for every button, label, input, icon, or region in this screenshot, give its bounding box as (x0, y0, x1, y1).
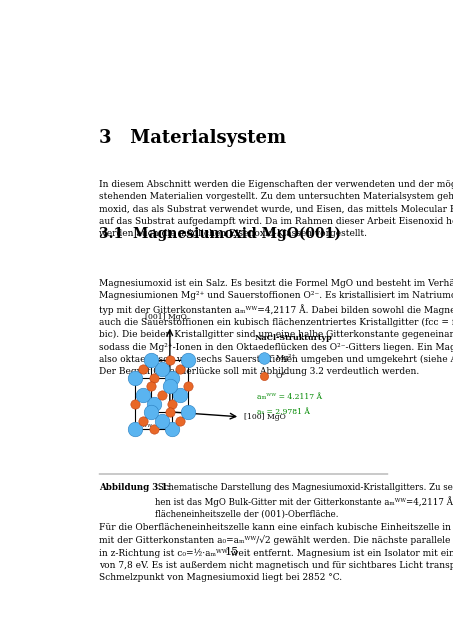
Point (158, 390, 165, 400)
Point (185, 381, 192, 391)
Point (169, 399, 176, 409)
Text: O²⁻: O²⁻ (275, 372, 289, 380)
Point (185, 407, 192, 417)
Point (177, 390, 184, 400)
Point (150, 424, 158, 435)
Point (169, 372, 176, 383)
Text: aₛ = 2.9781 Å: aₛ = 2.9781 Å (257, 408, 309, 416)
Text: aₘᵂᵂ: aₘᵂᵂ (134, 424, 153, 432)
Point (148, 355, 155, 365)
Text: Mg²⁺: Mg²⁺ (275, 354, 296, 362)
Point (148, 407, 155, 417)
Text: Für die Oberflächeneinheitszelle kann eine einfach kubische Einheitszelle in der: Für die Oberflächeneinheitszelle kann ei… (99, 523, 453, 582)
Text: Abbildung 3.1:: Abbildung 3.1: (99, 483, 171, 492)
Point (148, 381, 155, 391)
Point (140, 364, 147, 374)
Text: [100] MgO: [100] MgO (244, 413, 285, 421)
Point (132, 372, 139, 383)
Text: Schematische Darstellung des Magnesiumoxid-Kristallgitters. Zu se-
hen ist das M: Schematische Darstellung des Magnesiumox… (155, 483, 453, 518)
Text: [001] MgO: [001] MgO (145, 313, 187, 321)
Text: In diesem Abschnitt werden die Eigenschaften der verwendeten und der möglicherwe: In diesem Abschnitt werden die Eigenscha… (99, 180, 453, 238)
Point (132, 424, 139, 435)
Point (150, 372, 158, 383)
Point (140, 390, 147, 400)
Point (158, 364, 165, 374)
Point (166, 407, 173, 417)
Point (260, 353, 267, 363)
Point (166, 381, 173, 391)
Point (177, 415, 184, 426)
Text: NaCl-Strukturtyp: NaCl-Strukturtyp (255, 334, 333, 342)
Point (260, 371, 267, 381)
Text: $a_s$: $a_s$ (168, 372, 177, 383)
Point (132, 399, 139, 409)
Point (140, 415, 147, 426)
Point (158, 415, 165, 426)
Point (185, 355, 192, 365)
Point (169, 424, 176, 435)
Text: 3.1  Magnesiumoxid MgO(001): 3.1 Magnesiumoxid MgO(001) (99, 227, 341, 241)
Text: 15: 15 (225, 547, 239, 557)
Point (177, 364, 184, 374)
Text: Magnesiumoxid ist ein Salz. Es besitzt die Formel MgO und besteht im Verhältnis : Magnesiumoxid ist ein Salz. Es besitzt d… (99, 279, 453, 376)
Text: 3   Materialsystem: 3 Materialsystem (99, 129, 286, 147)
Point (150, 399, 158, 409)
Point (166, 355, 173, 365)
Text: aₘᵂᵂ = 4.2117 Å: aₘᵂᵂ = 4.2117 Å (257, 393, 322, 401)
